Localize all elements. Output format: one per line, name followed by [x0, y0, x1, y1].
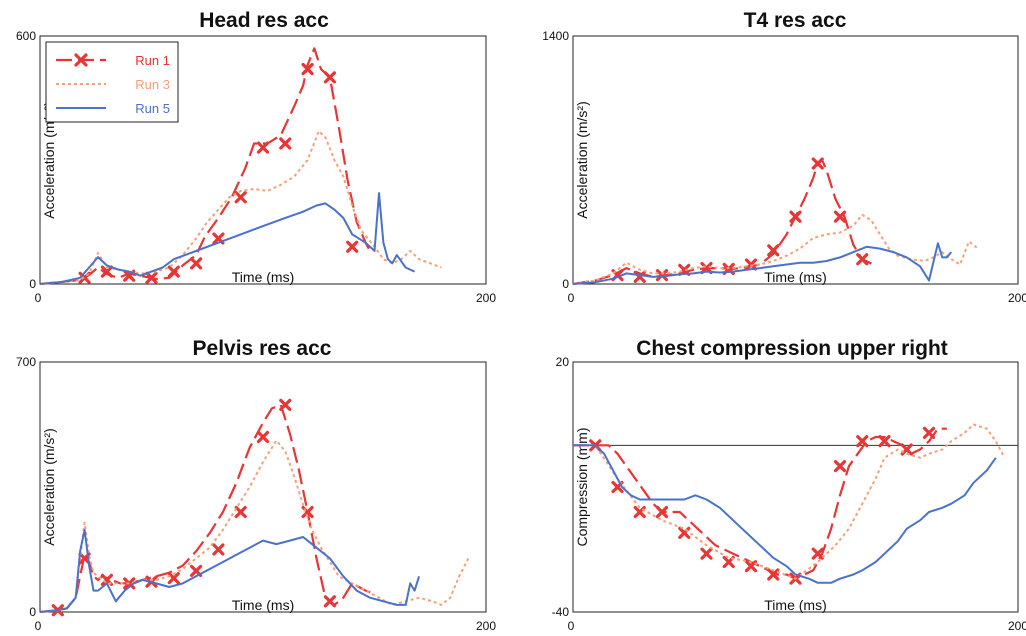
y-tick-label: 20 — [556, 355, 570, 369]
y-axis-label: Compression (mm) — [574, 427, 590, 546]
series-line-run-5 — [39, 528, 421, 613]
data-marker — [655, 269, 669, 282]
chart-panel-1: Head res acc 0 600 0 200 Time (ms) Acceleratio… — [16, 9, 496, 305]
data-marker — [767, 568, 780, 581]
series-line-run-3 — [572, 213, 979, 285]
series-line-run-3 — [573, 423, 1006, 580]
data-marker — [234, 505, 247, 519]
y-axis-label: Acceleration (m/s²) — [41, 101, 57, 218]
data-marker — [256, 430, 270, 444]
data-marker — [878, 435, 891, 448]
data-marker — [700, 547, 713, 560]
chart-title: Pelvis res acc — [193, 337, 332, 360]
chart-title: Chest compression upper right — [636, 337, 948, 360]
y-tick-label: 0 — [29, 277, 36, 291]
chart-panel-2: T4 res acc 0 1400 0 200 Time (ms) Acceleration… — [542, 9, 1026, 305]
x-tick-label: 200 — [476, 291, 496, 305]
data-marker — [346, 240, 359, 253]
data-marker — [900, 443, 913, 456]
x-tick-label: 0 — [568, 619, 575, 633]
data-marker — [279, 137, 292, 150]
data-marker — [212, 543, 225, 556]
y-tick-label: 0 — [562, 277, 569, 291]
series-line-run-1 — [573, 427, 947, 580]
y-tick-label: 600 — [16, 29, 36, 43]
data-marker — [323, 595, 336, 608]
x-tick-label: 0 — [35, 619, 42, 633]
data-marker — [167, 571, 180, 585]
legend: Run 1 Run 3 Run 5 — [45, 41, 179, 123]
data-marker — [811, 547, 824, 560]
data-marker — [167, 265, 180, 278]
x-tick-label: 200 — [1008, 291, 1026, 305]
x-axis-label: Time (ms) — [232, 597, 294, 613]
data-marker — [856, 253, 869, 266]
plot-area — [39, 361, 487, 613]
y-tick-label: 700 — [16, 355, 36, 369]
legend-marker — [74, 53, 88, 67]
y-axis-label: Acceleration (m/s²) — [41, 428, 57, 545]
data-marker — [856, 435, 869, 448]
chart-title: T4 res acc — [744, 9, 847, 32]
y-tick-label: -40 — [552, 605, 570, 619]
data-marker — [678, 526, 691, 539]
series-line-run-3 — [39, 130, 442, 285]
x-tick-label: 0 — [35, 291, 42, 305]
data-marker — [811, 157, 824, 170]
plot-area — [39, 35, 487, 285]
y-axis-label: Acceleration (m/s²) — [574, 101, 590, 218]
data-marker — [256, 141, 270, 154]
data-marker — [767, 244, 780, 257]
x-tick-label: 0 — [568, 291, 575, 305]
data-marker — [234, 191, 247, 204]
chart-panel-3: Pelvis res acc 0 700 0 200 Time (ms) Accelerat… — [16, 337, 496, 633]
data-marker — [789, 210, 802, 223]
plot-area — [572, 35, 1019, 285]
data-marker — [833, 210, 847, 223]
data-marker — [744, 560, 758, 573]
x-tick-label: 200 — [476, 619, 496, 633]
data-marker — [655, 505, 669, 519]
y-tick-label: 1400 — [542, 29, 569, 43]
data-marker — [922, 426, 936, 439]
data-marker — [301, 62, 314, 76]
data-marker — [100, 265, 114, 278]
series-line-run-5 — [572, 242, 953, 285]
data-marker — [323, 71, 336, 84]
series-line-run-5 — [39, 192, 416, 285]
series-line-run-1 — [39, 403, 375, 614]
x-axis-label: Time (ms) — [232, 269, 294, 285]
legend-label: Run 3 — [135, 77, 170, 92]
x-axis-label: Time (ms) — [764, 269, 826, 285]
y-tick-label: 0 — [29, 605, 36, 619]
data-marker — [833, 460, 847, 473]
x-axis-label: Time (ms) — [764, 597, 826, 613]
data-marker — [145, 271, 158, 284]
legend-label: Run 1 — [135, 53, 170, 68]
chart-title: Head res acc — [199, 9, 329, 32]
data-marker — [190, 257, 203, 270]
plot-area — [572, 361, 1019, 613]
x-tick-label: 200 — [1008, 619, 1026, 633]
legend-label: Run 5 — [135, 101, 170, 116]
series-line-run-5 — [573, 444, 997, 584]
data-marker — [279, 398, 292, 411]
data-marker — [744, 258, 758, 271]
